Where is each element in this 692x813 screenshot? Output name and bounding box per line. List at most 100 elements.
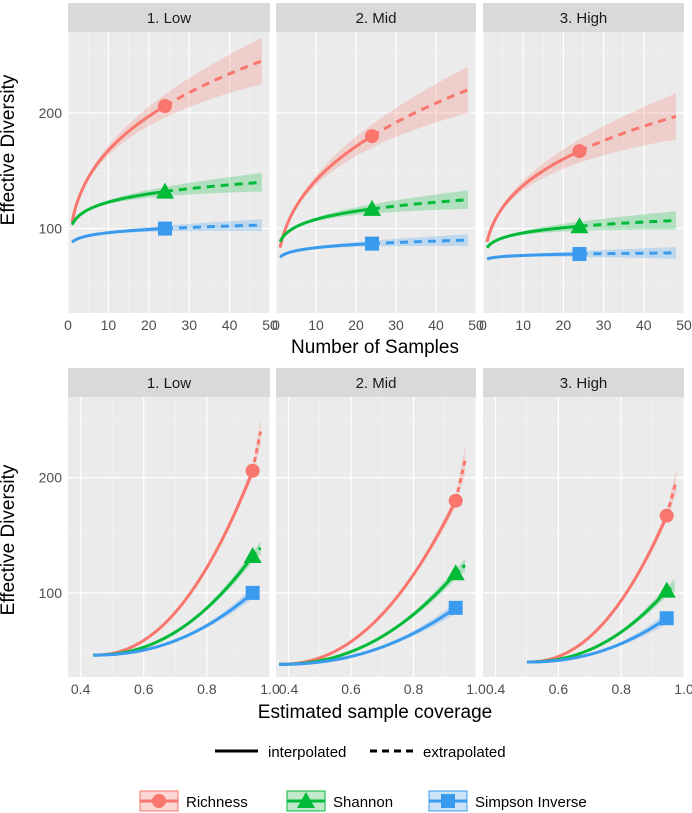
top-x-tick-label: 10 [515,317,531,333]
top-x-tick-label: 20 [556,317,572,333]
bottom-strip-1 [68,368,270,397]
top-richness-extrapolated-line [164,59,263,108]
top-richness-observed-point [365,129,379,144]
top-y-tick-label: 200 [39,105,63,121]
top-x-axis-title: Number of Samples [291,337,459,358]
legend-richness-circle-icon [152,794,166,808]
top-strip-label-1: 1. Low [147,10,191,27]
top-x-tick-label: 10 [101,317,117,333]
bottom-panel-1: 1. Low 0.4 0.6 0.8 1.0 100 200 [39,368,280,697]
top-x-tick-label: 40 [636,317,652,333]
top-richness-ci-band [72,37,262,223]
top-panel-2: 2. Mid 0 10 20 30 40 50 [272,3,484,333]
bottom-y-tick-label: 100 [39,585,63,601]
bottom-simpson-inverse-observed-point [448,600,463,615]
top-richness-ci-band [487,93,676,243]
top-x-tick-label: 50 [676,317,692,333]
top-strip-label-3: 3. High [560,10,608,27]
top-x-tick-label: 40 [222,317,238,333]
top-simpson-inverse-interpolated-line [486,252,580,261]
top-y-axis-title: Effective Diversity [0,74,19,225]
top-simpson-inverse-extrapolated-line [371,238,469,246]
bottom-strip-label-1: 1. Low [147,375,191,392]
top-strip-3 [483,3,684,32]
top-shannon-observed-point [363,199,381,216]
bottom-x-tick-label: 0.6 [341,681,361,697]
top-shannon-interpolated-line [485,224,580,249]
top-shannon-interpolated-line [70,190,166,226]
bottom-shannon-observed-point [446,564,465,581]
top-shannon-observed-point [570,217,589,234]
panels-layer: 1. Low 0 10 20 30 40 50 100 200 2. Mid 0 10 20 30 40 50… [39,3,692,697]
top-x-tick-label: 50 [468,317,484,333]
bottom-simpson-inverse-observed-point [659,611,674,626]
top-richness-observed-point [572,144,587,159]
bottom-x-axis-title: Estimated sample coverage [258,702,492,723]
top-simpson-inverse-observed-point [572,247,587,262]
legend-shannon-triangle-icon [297,792,315,808]
bottom-richness-observed-point [659,508,674,523]
top-x-tick-label: 20 [141,317,157,333]
legend-series: Richness Shannon Simpson Inverse [139,790,587,812]
bottom-richness-interpolated-line [93,470,255,657]
top-shannon-observed-point [155,182,174,199]
bottom-richness-extrapolated-line [454,460,467,502]
bottom-x-tick-label: 0.6 [549,681,569,697]
bottom-shannon-observed-point [243,547,262,564]
bottom-richness-extrapolated-line [251,431,263,472]
bottom-x-tick-label: 0.8 [197,681,217,697]
top-x-tick-label: 10 [308,317,324,333]
top-x-tick-label: 20 [348,317,364,333]
top-x-tick-label: 30 [181,317,197,333]
top-richness-extrapolated-line [371,88,469,138]
legend-linetype: interpolated extrapolated [215,744,506,761]
top-x-tick-label: 30 [596,317,612,333]
top-simpson-inverse-extrapolated-line [579,251,676,256]
bottom-strip-label-3: 3. High [560,375,608,392]
legend-extrapolated-label: extrapolated [423,744,506,761]
top-richness-observed-point [157,99,172,114]
top-shannon-interpolated-line [278,207,373,243]
top-x-tick-label: 30 [388,317,404,333]
top-x-tick-label: 40 [428,317,444,333]
legend-simpson-square-icon [441,794,455,808]
bottom-panel-3: 3. High 0.4 0.6 0.8 1.0 [483,368,692,697]
bottom-x-tick-label: 1.0 [466,681,486,697]
top-richness-interpolated-line [278,134,373,249]
bottom-x-tick-label: 0.8 [404,681,424,697]
top-strip-label-2: 2. Mid [356,10,397,27]
bottom-panel-2: 2. Mid 0.4 0.6 0.8 1.0 [276,368,486,697]
bottom-x-tick-label: 0.4 [71,681,91,697]
bottom-x-tick-label: 1.0 [674,681,692,697]
top-x-tick-label: 0 [272,317,280,333]
bottom-x-tick-label: 0.6 [134,681,154,697]
bottom-x-tick-label: 1.0 [260,681,280,697]
top-richness-extrapolated-line [578,114,677,153]
bottom-x-tick-label: 0.4 [279,681,299,697]
top-x-tick-label: 50 [262,317,278,333]
bottom-shannon-observed-point [657,581,676,598]
bottom-y-axis-title: Effective Diversity [0,464,19,615]
legend-simpson-label: Simpson Inverse [475,794,587,811]
top-shannon-extrapolated-line [164,180,263,194]
bottom-simpson-inverse-interpolated-line [526,616,668,664]
legend-shannon-label: Shannon [333,794,393,811]
top-shannon-extrapolated-line [371,198,469,211]
bottom-plot-area-1 [68,397,270,677]
top-panel-1: 1. Low 0 10 20 30 40 50 100 200 [39,3,278,333]
top-strip-2 [276,3,476,32]
top-simpson-inverse-extrapolated-line [164,223,262,231]
top-simpson-inverse-interpolated-line [279,242,373,259]
top-shannon-extrapolated-line [579,218,677,228]
bottom-simpson-inverse-observed-point [245,585,260,600]
top-richness-interpolated-line [485,149,581,243]
bottom-plot-area-3 [483,397,684,677]
top-richness-interpolated-line [70,104,166,223]
top-simpson-inverse-observed-point [365,236,379,251]
top-simpson-inverse-observed-point [157,221,172,236]
top-simpson-inverse-interpolated-line [71,227,166,244]
bottom-x-tick-label: 0.4 [486,681,506,697]
bottom-richness-observed-point [245,463,260,478]
top-x-tick-label: 0 [479,317,487,333]
